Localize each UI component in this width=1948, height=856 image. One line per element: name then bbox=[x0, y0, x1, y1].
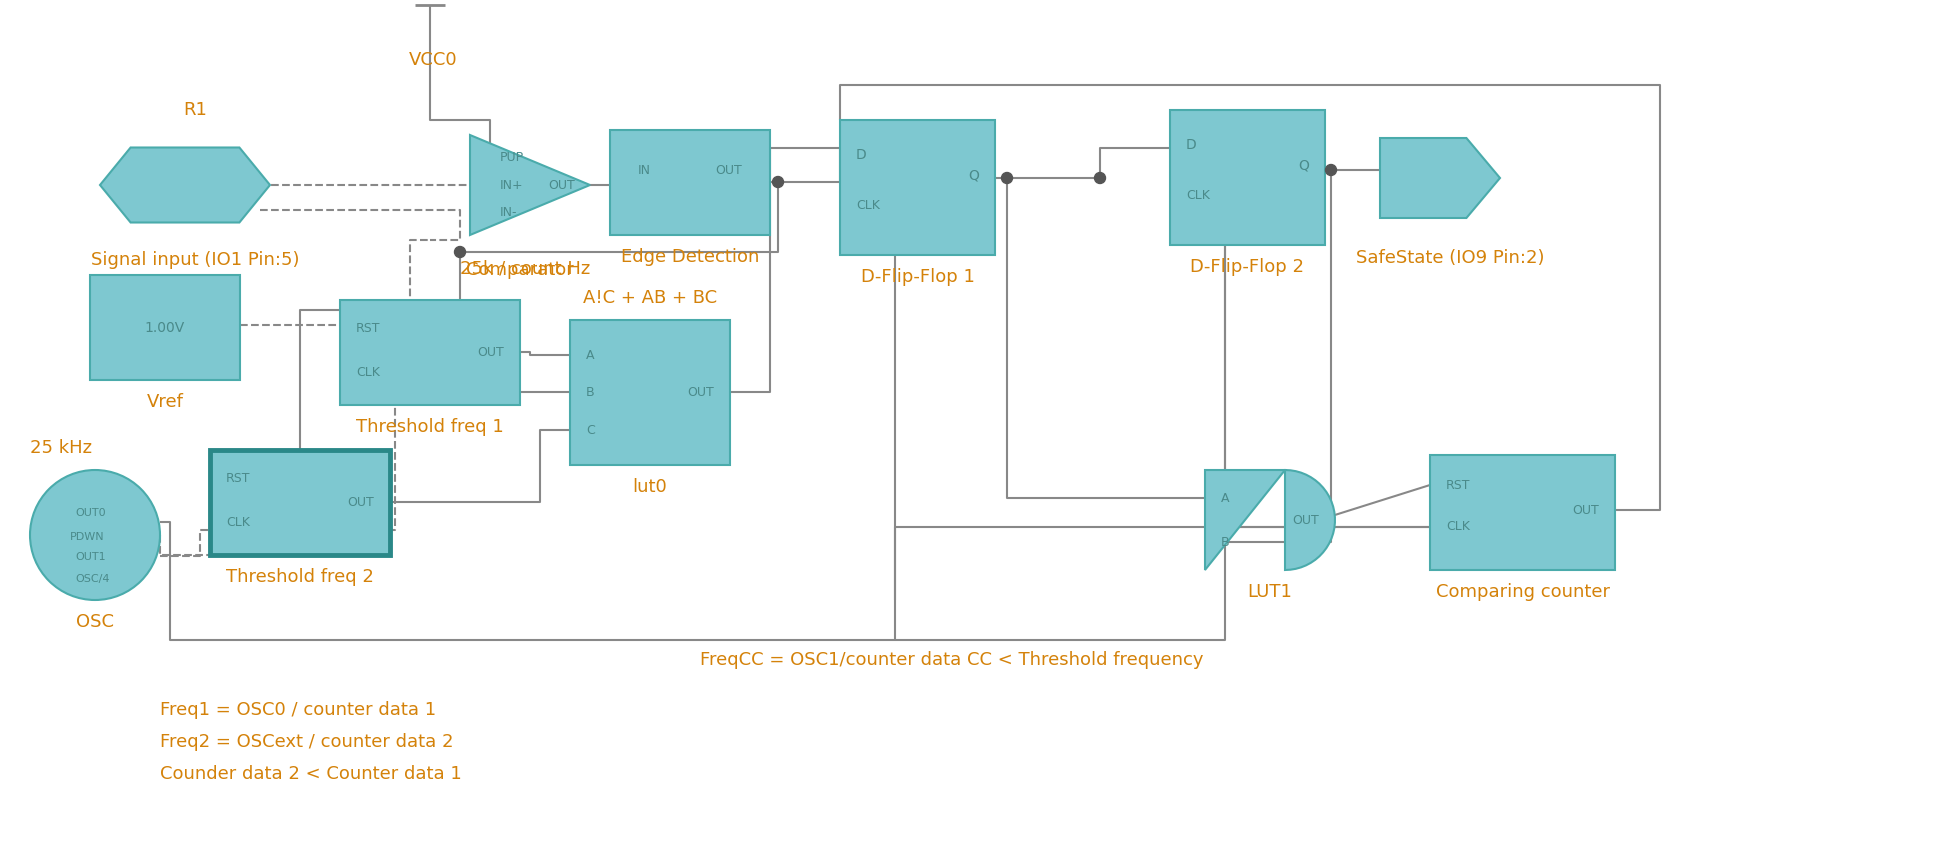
Text: RST: RST bbox=[356, 322, 380, 335]
Text: IN+: IN+ bbox=[501, 179, 524, 192]
Text: FreqCC = OSC1/counter data CC < Threshold frequency: FreqCC = OSC1/counter data CC < Threshol… bbox=[699, 651, 1204, 669]
Text: Threshold freq 1: Threshold freq 1 bbox=[356, 418, 505, 436]
Text: Comparing counter: Comparing counter bbox=[1436, 583, 1609, 601]
Text: OUT: OUT bbox=[477, 346, 505, 359]
Text: A!C + AB + BC: A!C + AB + BC bbox=[582, 289, 717, 307]
Text: Counder data 2 < Counter data 1: Counder data 2 < Counter data 1 bbox=[160, 765, 462, 783]
Text: R1: R1 bbox=[183, 101, 206, 119]
Text: Signal input (IO1 Pin:5): Signal input (IO1 Pin:5) bbox=[92, 251, 300, 269]
Text: D: D bbox=[1186, 138, 1196, 152]
Polygon shape bbox=[99, 147, 271, 223]
Polygon shape bbox=[1379, 138, 1500, 218]
Circle shape bbox=[454, 247, 466, 258]
Text: RST: RST bbox=[1445, 479, 1471, 491]
Text: SafeState (IO9 Pin:2): SafeState (IO9 Pin:2) bbox=[1356, 249, 1545, 267]
FancyBboxPatch shape bbox=[210, 450, 390, 555]
Text: IN: IN bbox=[639, 163, 651, 176]
Text: OUT: OUT bbox=[715, 163, 742, 176]
Text: PDWN: PDWN bbox=[70, 532, 105, 542]
Text: Q: Q bbox=[1297, 158, 1309, 172]
Text: VCC0: VCC0 bbox=[409, 51, 458, 69]
Text: D: D bbox=[855, 148, 867, 162]
FancyBboxPatch shape bbox=[1430, 455, 1615, 570]
Text: OUT: OUT bbox=[1292, 514, 1319, 526]
FancyBboxPatch shape bbox=[1171, 110, 1325, 245]
Circle shape bbox=[773, 176, 783, 187]
Text: 25 kHz: 25 kHz bbox=[29, 439, 92, 457]
Text: CLK: CLK bbox=[855, 199, 880, 211]
Text: LUT1: LUT1 bbox=[1247, 583, 1292, 601]
Text: OUT0: OUT0 bbox=[76, 508, 105, 518]
Text: Edge Detection: Edge Detection bbox=[621, 248, 760, 266]
Text: A: A bbox=[1221, 491, 1229, 504]
Text: Q: Q bbox=[968, 168, 980, 182]
Polygon shape bbox=[1206, 470, 1334, 570]
Text: D-Flip-Flop 2: D-Flip-Flop 2 bbox=[1190, 258, 1305, 276]
Text: B: B bbox=[586, 385, 594, 399]
Text: OSC: OSC bbox=[76, 613, 115, 631]
Text: OSC/4: OSC/4 bbox=[76, 574, 109, 584]
FancyBboxPatch shape bbox=[90, 275, 240, 380]
Text: CLK: CLK bbox=[356, 366, 380, 378]
Text: C: C bbox=[586, 424, 594, 437]
Text: CLK: CLK bbox=[1445, 520, 1471, 533]
Text: A: A bbox=[586, 348, 594, 361]
Text: B: B bbox=[1221, 536, 1229, 549]
Circle shape bbox=[1001, 173, 1013, 183]
Circle shape bbox=[1325, 164, 1336, 175]
Text: PUP: PUP bbox=[501, 151, 524, 163]
Text: Freq2 = OSCext / counter data 2: Freq2 = OSCext / counter data 2 bbox=[160, 733, 454, 751]
Text: lut0: lut0 bbox=[633, 478, 668, 496]
FancyBboxPatch shape bbox=[840, 120, 995, 255]
Text: CLK: CLK bbox=[1186, 188, 1210, 201]
Text: Comparator: Comparator bbox=[466, 261, 575, 279]
Text: OUT: OUT bbox=[347, 496, 374, 508]
Text: Threshold freq 2: Threshold freq 2 bbox=[226, 568, 374, 586]
Text: 25k / count Hz: 25k / count Hz bbox=[460, 259, 590, 277]
Text: Vref: Vref bbox=[146, 393, 183, 411]
Text: RST: RST bbox=[226, 472, 251, 484]
FancyBboxPatch shape bbox=[341, 300, 520, 405]
Circle shape bbox=[1095, 173, 1106, 183]
Text: OUT: OUT bbox=[688, 385, 715, 399]
FancyBboxPatch shape bbox=[571, 320, 730, 465]
Text: CLK: CLK bbox=[226, 515, 249, 528]
Text: 1.00V: 1.00V bbox=[144, 320, 185, 335]
FancyBboxPatch shape bbox=[610, 130, 769, 235]
Text: OUT: OUT bbox=[1572, 503, 1599, 516]
Text: OUT1: OUT1 bbox=[76, 552, 105, 562]
Text: OUT: OUT bbox=[547, 179, 575, 192]
Text: D-Flip-Flop 1: D-Flip-Flop 1 bbox=[861, 268, 974, 286]
Text: IN-: IN- bbox=[501, 205, 518, 218]
Polygon shape bbox=[469, 135, 590, 235]
Circle shape bbox=[29, 470, 160, 600]
Text: Freq1 = OSC0 / counter data 1: Freq1 = OSC0 / counter data 1 bbox=[160, 701, 436, 719]
